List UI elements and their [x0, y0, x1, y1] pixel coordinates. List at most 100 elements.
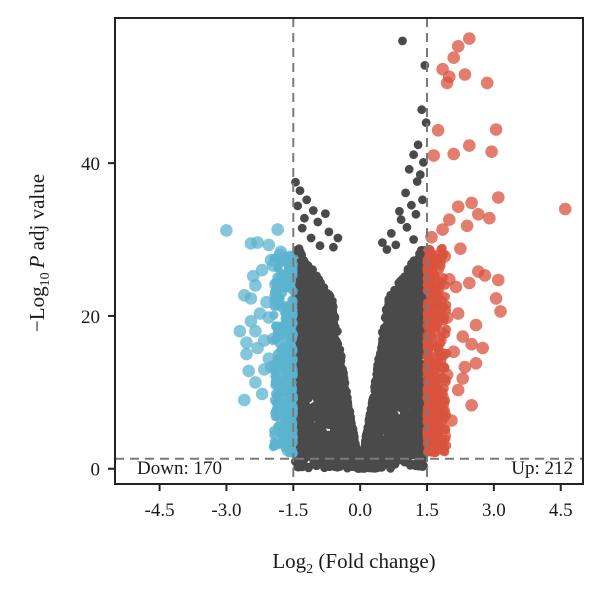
ns-cloud-point [324, 420, 334, 430]
down-point [280, 416, 293, 430]
ns-point [398, 36, 407, 46]
ns-cloud-point [327, 355, 337, 364]
up-point [558, 202, 572, 216]
up-point [427, 253, 441, 267]
ns-cloud-point [399, 388, 408, 398]
up-band-point [441, 324, 452, 334]
ns-cloud-point [325, 399, 334, 408]
ns-cloud-point [377, 340, 387, 349]
ns-point [333, 233, 343, 243]
plot-frame [114, 17, 584, 485]
ns-point [404, 164, 414, 174]
ns-point [308, 206, 318, 215]
ns-point [396, 215, 406, 225]
ns-point [419, 158, 428, 167]
ns-cloud-point [405, 332, 414, 342]
down-band-point [287, 276, 297, 286]
up-point [440, 311, 454, 324]
ns-cloud-point [310, 436, 319, 445]
ns-cloud-point [382, 370, 391, 379]
up-point [436, 223, 449, 236]
up-point [451, 383, 465, 397]
down-point [260, 295, 273, 309]
up-point [492, 273, 505, 287]
ns-cloud-point [407, 379, 416, 389]
ns-cloud-point [328, 329, 338, 339]
down-point [273, 384, 287, 398]
up-point [451, 307, 465, 320]
ns-point [295, 186, 305, 196]
up-point [458, 68, 472, 81]
ns-cloud-point [386, 440, 396, 450]
up-point [434, 334, 447, 347]
ns-cloud-point [356, 458, 366, 468]
ns-cloud-point [406, 413, 416, 422]
up-point [472, 208, 485, 221]
ns-cloud-point [301, 317, 311, 326]
up-point [454, 242, 467, 255]
ns-cloud-point [395, 287, 404, 296]
ns-cloud-point [393, 419, 402, 428]
ns-cloud-point [325, 346, 334, 356]
down-point [275, 399, 289, 413]
up-band-point [437, 303, 447, 313]
ns-point [395, 206, 404, 216]
up-point [431, 285, 445, 298]
ns-cloud-point [398, 455, 407, 465]
ns-point [329, 242, 338, 252]
ns-cloud-point [376, 391, 386, 401]
ns-cloud-point [386, 462, 396, 472]
down-band-point [286, 257, 296, 267]
up-point [427, 295, 441, 309]
down-point [255, 263, 269, 277]
ns-cloud-point [332, 400, 342, 409]
ns-point [418, 195, 427, 205]
ns-cloud-point [315, 296, 324, 305]
up-series [425, 32, 572, 450]
ns-cloud-point [408, 309, 417, 319]
ns-cloud-point [339, 428, 349, 438]
x-tick-label: -1.5 [278, 500, 308, 521]
ns-cloud-point [387, 341, 396, 350]
ns-cloud-point [327, 443, 337, 453]
down-point [266, 332, 280, 346]
up-point [443, 213, 456, 226]
ns-point [300, 213, 309, 223]
ns-cloud-point [415, 295, 425, 305]
up-point [431, 124, 445, 137]
ns-cloud-point [316, 359, 326, 368]
up-point [451, 40, 465, 53]
ns-point [421, 118, 431, 128]
down-band-point [287, 435, 297, 445]
x-axis-title: Log2 (Fold change) [272, 549, 435, 577]
down-point [262, 352, 276, 366]
x-tick-label: 0.0 [348, 500, 372, 521]
x-tick-label: -3.0 [211, 500, 241, 521]
ns-cloud-point [323, 371, 332, 381]
up-point [440, 76, 454, 90]
up-point [489, 123, 503, 136]
ns-cloud-point [384, 448, 394, 457]
ns-cloud-point [367, 408, 377, 417]
ns-cloud-point [313, 413, 323, 423]
up-point [469, 357, 483, 370]
ns-cloud-point [332, 337, 341, 346]
ns-cloud-point [301, 334, 311, 344]
ns-cloud-point [369, 419, 379, 429]
ns-cloud-point [370, 386, 380, 396]
down-point [271, 223, 285, 236]
ns-cloud-point [380, 323, 389, 333]
up-point [485, 145, 498, 158]
ns-cloud-point [404, 362, 413, 372]
ns-cloud-point [335, 443, 344, 452]
ns-point [415, 249, 425, 259]
ns-cloud-point [400, 432, 409, 441]
up-point [489, 292, 503, 305]
ns-cloud-point [381, 401, 391, 411]
up-count-label: Up: 212 [511, 458, 573, 479]
ns-point [407, 200, 416, 210]
down-band-point [270, 412, 280, 422]
up-point [460, 219, 474, 233]
ns-cloud-point [326, 387, 336, 396]
